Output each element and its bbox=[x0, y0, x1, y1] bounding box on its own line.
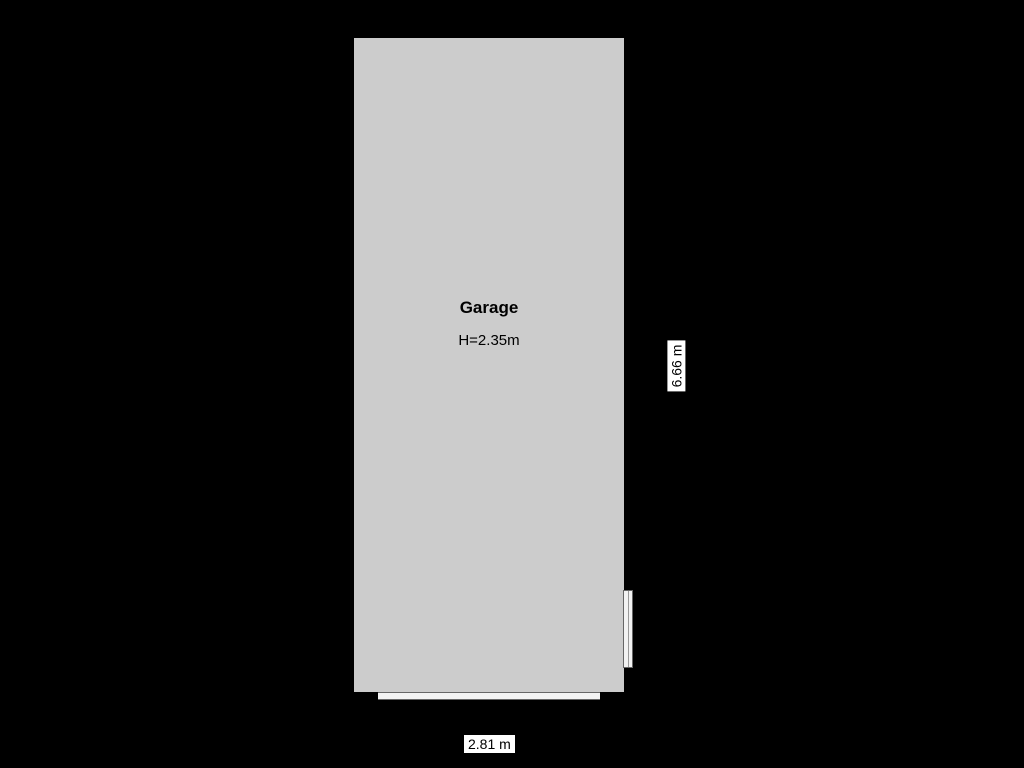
dimension-width-label: 2.81 m bbox=[464, 735, 515, 753]
dimension-length-label: 6.66 m bbox=[667, 341, 685, 392]
room-label-block: Garage H=2.35m bbox=[354, 298, 624, 349]
garage-room: Garage H=2.35m bbox=[349, 33, 629, 697]
garage-door-bottom bbox=[378, 692, 600, 700]
side-door-divider bbox=[628, 591, 629, 667]
side-door-right bbox=[623, 590, 633, 668]
room-height-label: H=2.35m bbox=[354, 332, 624, 349]
room-name: Garage bbox=[354, 298, 624, 318]
floorplan-canvas: Garage H=2.35m 2.81 m 6.66 m bbox=[0, 0, 1024, 768]
